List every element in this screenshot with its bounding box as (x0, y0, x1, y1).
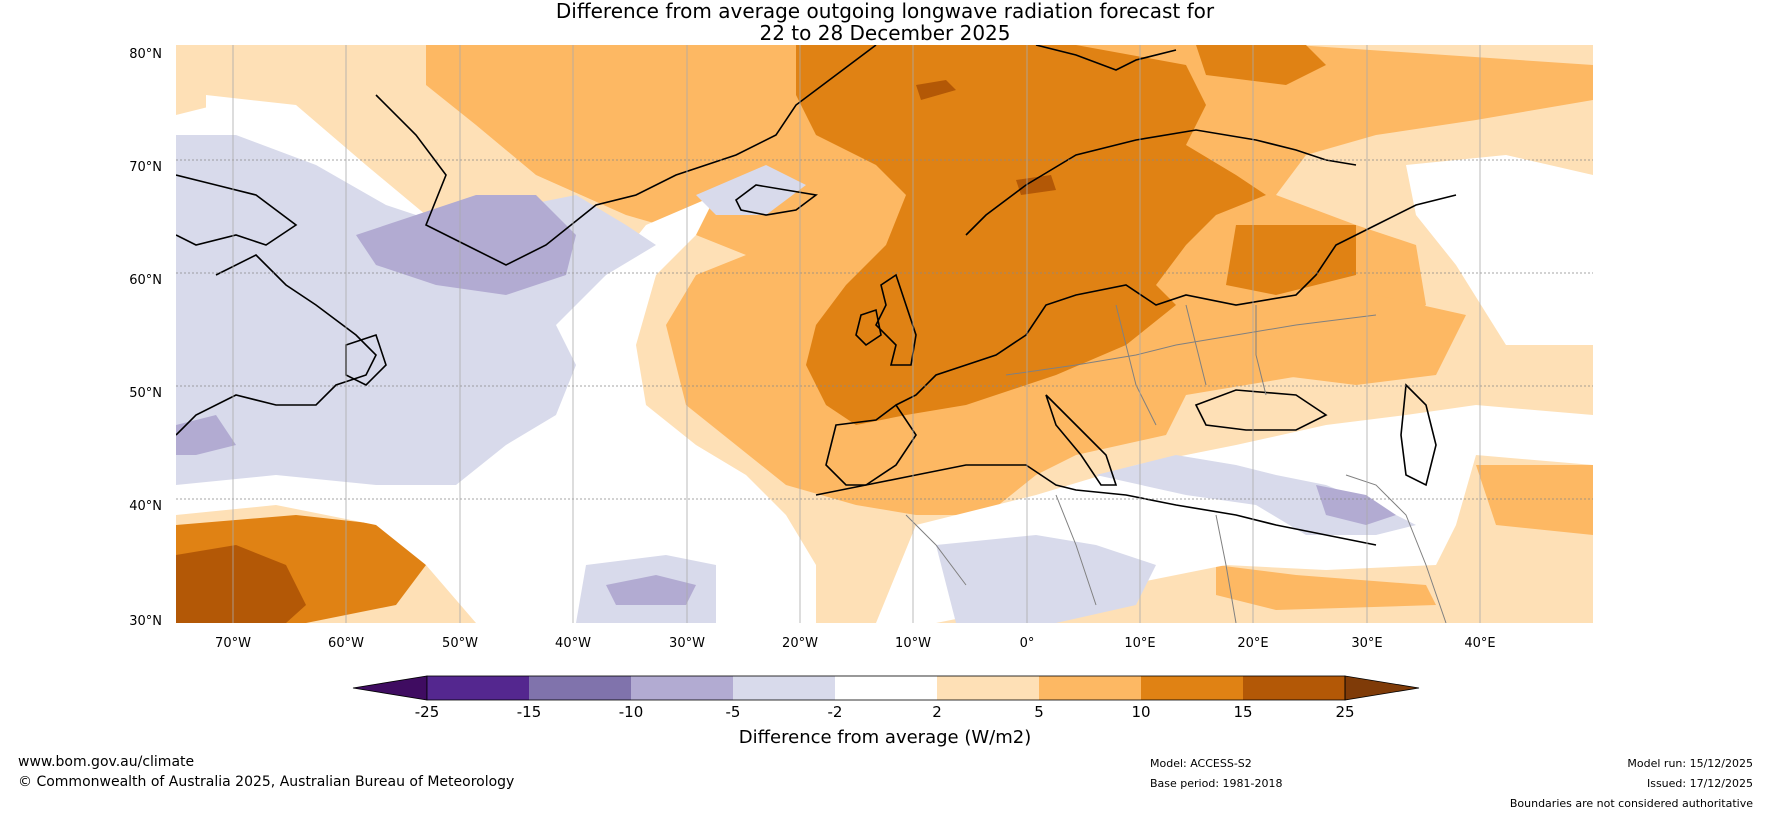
coast-greenland (375, 45, 877, 266)
lon-label-0: 0° (1019, 636, 1035, 651)
lon-label-40e: 40°E (1464, 636, 1496, 651)
colorbar-tick-p15: 15 (1233, 703, 1253, 721)
field-dark-orange-svalbard (1196, 45, 1326, 85)
coast-caspian (1400, 383, 1437, 487)
lon-label-20w: 20°W (782, 636, 818, 651)
colorbar-tick-p5: 5 (1034, 703, 1044, 721)
colorbar-bin-7 (1039, 676, 1141, 700)
colorbar-tick-n10: -10 (618, 703, 644, 721)
coast-labrador (176, 254, 377, 436)
lon-label-60w: 60°W (328, 636, 364, 651)
field-orange-east (1256, 295, 1466, 385)
coast-iceland (734, 184, 818, 216)
colorbar-tick-n25: -25 (414, 703, 440, 721)
field-purple-2 (1316, 485, 1396, 525)
lon-label-20e: 20°E (1237, 636, 1269, 651)
coast-europe (895, 194, 1457, 406)
colorbar-tick-p2: 2 (932, 703, 942, 721)
lat-label-40n: 40°N (129, 499, 162, 514)
lon-label-40w: 40°W (555, 636, 591, 651)
anomaly-map (176, 45, 1593, 623)
colorbar-bin-6 (937, 676, 1039, 700)
lat-label-70n: 70°N (129, 160, 162, 175)
lat-label-80n: 80°N (129, 47, 162, 62)
coast-italy (1045, 394, 1118, 486)
lon-label-50w: 50°W (442, 636, 478, 651)
coast-uk (875, 273, 917, 366)
colorbar-extend-max (1344, 675, 1420, 701)
footer-base-period: Base period: 1981-2018 (1150, 777, 1283, 790)
borders-eastern-europe (1115, 304, 1267, 426)
field-orange-med (1216, 565, 1436, 610)
field-darkest-orange (176, 545, 306, 623)
footer-copyright: © Commonwealth of Australia 2025, Austra… (18, 774, 515, 790)
field-purple-3 (606, 575, 696, 605)
field-darkest-orange-patch-1 (916, 80, 956, 100)
coast-norway (965, 129, 1357, 236)
colorbar (352, 675, 1420, 701)
field-orange-caspian (1476, 465, 1593, 535)
colorbar-tick-n5: -5 (725, 703, 741, 721)
map-title-line-1: Difference from average outgoing longwav… (555, 0, 1215, 23)
colorbar-tick-p25: 25 (1335, 703, 1355, 721)
lon-label-30e: 30°E (1351, 636, 1383, 651)
footer-model: Model: ACCESS-S2 (1150, 757, 1252, 770)
colorbar-tick-p10: 10 (1131, 703, 1151, 721)
map-title-line-2: 22 to 28 December 2025 (759, 21, 1011, 45)
borders-north-africa (905, 494, 1237, 623)
field-darkest-orange-patch-2 (1016, 175, 1056, 195)
coast-canada (176, 174, 298, 246)
colorbar-bin-9 (1243, 676, 1345, 700)
coast-africa (815, 464, 1377, 546)
field-purple-4 (176, 415, 236, 455)
field-dark-orange-scandinavia (1226, 225, 1356, 295)
lon-label-10e: 10°E (1124, 636, 1156, 651)
coast-svalbard (1035, 45, 1177, 71)
field-light-purple-africa (936, 535, 1156, 623)
colorbar-tick-n15: -15 (516, 703, 542, 721)
colorbar-bin-3 (631, 676, 733, 700)
colorbar-bin-8 (1141, 676, 1243, 700)
footer-website: www.bom.gov.au/climate (18, 754, 195, 770)
colorbar-bin-2 (529, 676, 631, 700)
footer-model-run: Model run: 15/12/2025 (1627, 757, 1753, 770)
coast-ireland (855, 308, 882, 347)
footer-issued: Issued: 17/12/2025 (1646, 777, 1753, 790)
footer-boundaries: Boundaries are not considered authoritat… (1509, 797, 1753, 810)
borders-central-europe (1005, 314, 1377, 376)
coast-black-sea (1194, 389, 1328, 431)
borders-middle-east (1345, 474, 1447, 623)
lon-label-70w: 70°W (215, 636, 251, 651)
colorbar-title: Difference from average (W/m2) (738, 727, 1032, 748)
lon-label-10w: 10°W (895, 636, 931, 651)
field-light-purple-2 (696, 165, 806, 215)
field-white-russia (1406, 155, 1593, 345)
colorbar-extend-min (352, 675, 428, 701)
lat-label-60n: 60°N (129, 273, 162, 288)
lat-label-30n: 30°N (129, 614, 162, 629)
colorbar-outline (426, 675, 1346, 701)
lon-label-30w: 30°W (669, 636, 705, 651)
coast-iberia (825, 403, 917, 486)
colorbar-bin-1 (427, 676, 529, 700)
colorbar-bin-5 (835, 676, 937, 700)
lat-label-50n: 50°N (129, 386, 162, 401)
colorbar-tick-n2: -2 (827, 703, 843, 721)
colorbar-bin-4 (733, 676, 835, 700)
